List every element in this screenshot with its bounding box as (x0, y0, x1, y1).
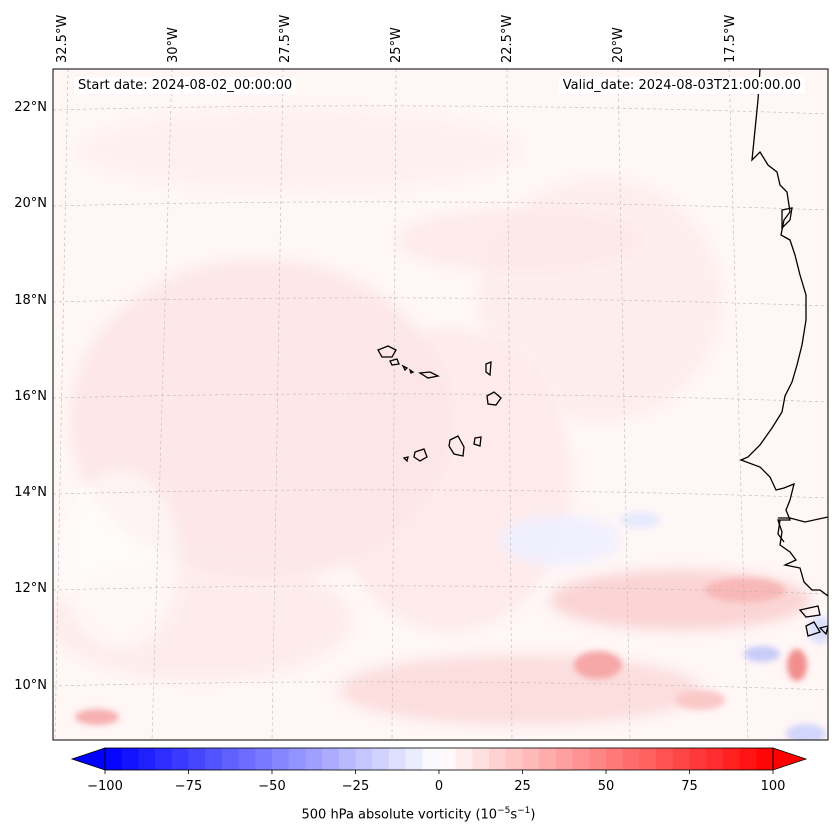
lon-label: 27.5°W (278, 15, 293, 63)
lat-label: 22°N (14, 100, 47, 115)
colorbar-tick-label: 100 (761, 779, 786, 794)
colorbar-cell (722, 748, 741, 770)
colorbar-cell (238, 748, 256, 770)
latitude-labels: 22°N 20°N 18°N 16°N 14°N 12°N 10°N (14, 100, 47, 693)
colorbar-cell (539, 748, 557, 770)
colorbar-cell (555, 748, 574, 770)
colorbar-cell (739, 748, 757, 770)
lon-label: 30°W (166, 27, 181, 63)
colorbar-cell (322, 748, 340, 770)
colorbar-cell (205, 748, 223, 770)
lon-label: 17.5°W (723, 15, 738, 63)
colorbar-cell (689, 748, 707, 770)
lat-label: 10°N (14, 678, 47, 693)
colorbar-cell (756, 748, 774, 770)
colorbar-cell (505, 748, 523, 770)
lat-label: 18°N (14, 293, 47, 308)
colorbar-label-suffix: ) (530, 807, 536, 823)
colorbar-cell (221, 748, 240, 770)
colorbar-tick-label: −100 (87, 779, 123, 794)
lon-label: 22.5°W (500, 15, 515, 63)
colorbar-cell (439, 748, 457, 770)
colorbar-cell (706, 748, 724, 770)
longitude-labels: 32.5°W 30°W 27.5°W 25°W 22.5°W 20°W 17.5… (55, 15, 738, 63)
vorticity-field (53, 69, 828, 740)
colorbar-cell (639, 748, 657, 770)
colorbar-label-prefix: 500 hPa absolute vorticity (10 (301, 807, 498, 823)
colorbar-extend-max-arrow (772, 747, 808, 771)
colorbar-cell (388, 748, 407, 770)
colorbar-cell (171, 748, 189, 770)
colorbar-cell (589, 748, 607, 770)
colorbar-cell (405, 748, 423, 770)
colorbar-label: 500 hPa absolute vorticity (10−5s−1) (0, 806, 837, 822)
colorbar-cell (422, 748, 440, 770)
colorbar-tick-label: −50 (258, 779, 285, 794)
cape-verde-islands (377, 345, 502, 463)
lat-label: 16°N (14, 389, 47, 404)
colorbar-cell (672, 748, 690, 770)
colorbar-cell (522, 748, 540, 770)
colorbar-cell (622, 748, 640, 770)
map-frame (52, 68, 829, 741)
colorbar-cell (338, 748, 356, 770)
colorbar-tick-label: −25 (342, 779, 369, 794)
lon-label: 32.5°W (55, 15, 70, 63)
africa-coastline (739, 69, 828, 597)
colorbar-ticks: −100 −75 −50 −25 0 25 50 75 100 (87, 770, 785, 794)
colorbar-tick-label: −75 (175, 779, 202, 794)
lat-label: 14°N (14, 485, 47, 500)
colorbar-cell (255, 748, 273, 770)
colorbar: −100 −75 −50 −25 0 25 50 75 100 (70, 747, 808, 794)
start-date-label: Start date: 2024-08-02_00:00:00 (74, 77, 297, 94)
colorbar-cell (572, 748, 590, 770)
lon-label: 25°W (389, 27, 404, 63)
colorbar-label-exp2: −1 (517, 806, 531, 816)
colorbar-tick-label: 25 (514, 779, 531, 794)
colorbar-cell (606, 748, 624, 770)
colorbar-cell (472, 748, 490, 770)
colorbar-tick-label: 75 (681, 779, 698, 794)
colorbar-cell (372, 748, 390, 770)
graticule (53, 69, 828, 740)
lon-label: 20°W (611, 27, 626, 63)
colorbar-cell (121, 748, 139, 770)
colorbar-tick-label: 0 (435, 779, 443, 794)
colorbar-cell (355, 748, 373, 770)
colorbar-cell (138, 748, 156, 770)
colorbar-cell (305, 748, 323, 770)
colorbar-cell (188, 748, 206, 770)
colorbar-cell (656, 748, 674, 770)
colorbar-cell (155, 748, 173, 770)
valid-date-label: Valid_date: 2024-08-03T21:00:00.00 (558, 77, 805, 94)
colorbar-cell (489, 748, 507, 770)
coastlines (739, 69, 828, 637)
colorbar-label-exp1: −5 (497, 806, 511, 816)
colorbar-label-mid: s (510, 807, 518, 823)
colorbar-cell (105, 748, 123, 770)
colorbar-cells (105, 748, 774, 770)
colorbar-cell (455, 748, 473, 770)
colorbar-cell (288, 748, 306, 770)
colorbar-cell (272, 748, 290, 770)
colorbar-tick-label: 50 (598, 779, 615, 794)
lat-label: 20°N (14, 196, 47, 211)
lat-label: 12°N (14, 581, 47, 596)
colorbar-extend-min-arrow (70, 747, 106, 771)
